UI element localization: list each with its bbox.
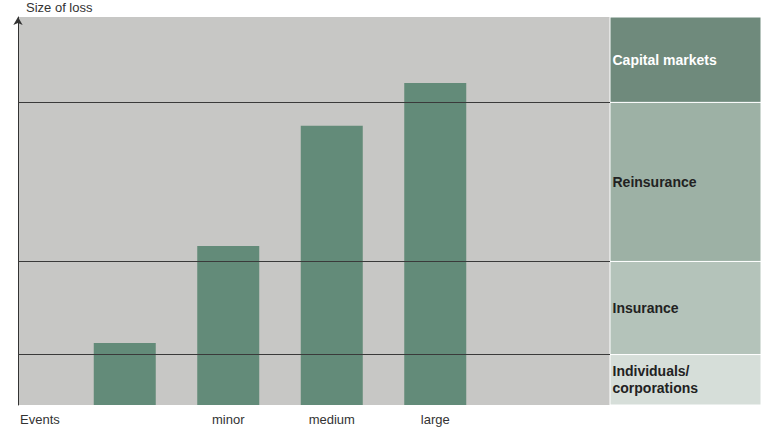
svg-text:minor: minor bbox=[212, 412, 245, 427]
svg-text:corporations: corporations bbox=[613, 380, 699, 396]
svg-text:Capital markets: Capital markets bbox=[613, 52, 717, 68]
svg-text:Events: Events bbox=[20, 412, 60, 427]
svg-text:Individuals/: Individuals/ bbox=[613, 363, 690, 379]
svg-text:Reinsurance: Reinsurance bbox=[613, 174, 697, 190]
svg-text:medium: medium bbox=[309, 412, 355, 427]
svg-text:Insurance: Insurance bbox=[613, 300, 679, 316]
svg-text:Size of loss: Size of loss bbox=[26, 0, 93, 15]
svg-text:large: large bbox=[421, 412, 450, 427]
